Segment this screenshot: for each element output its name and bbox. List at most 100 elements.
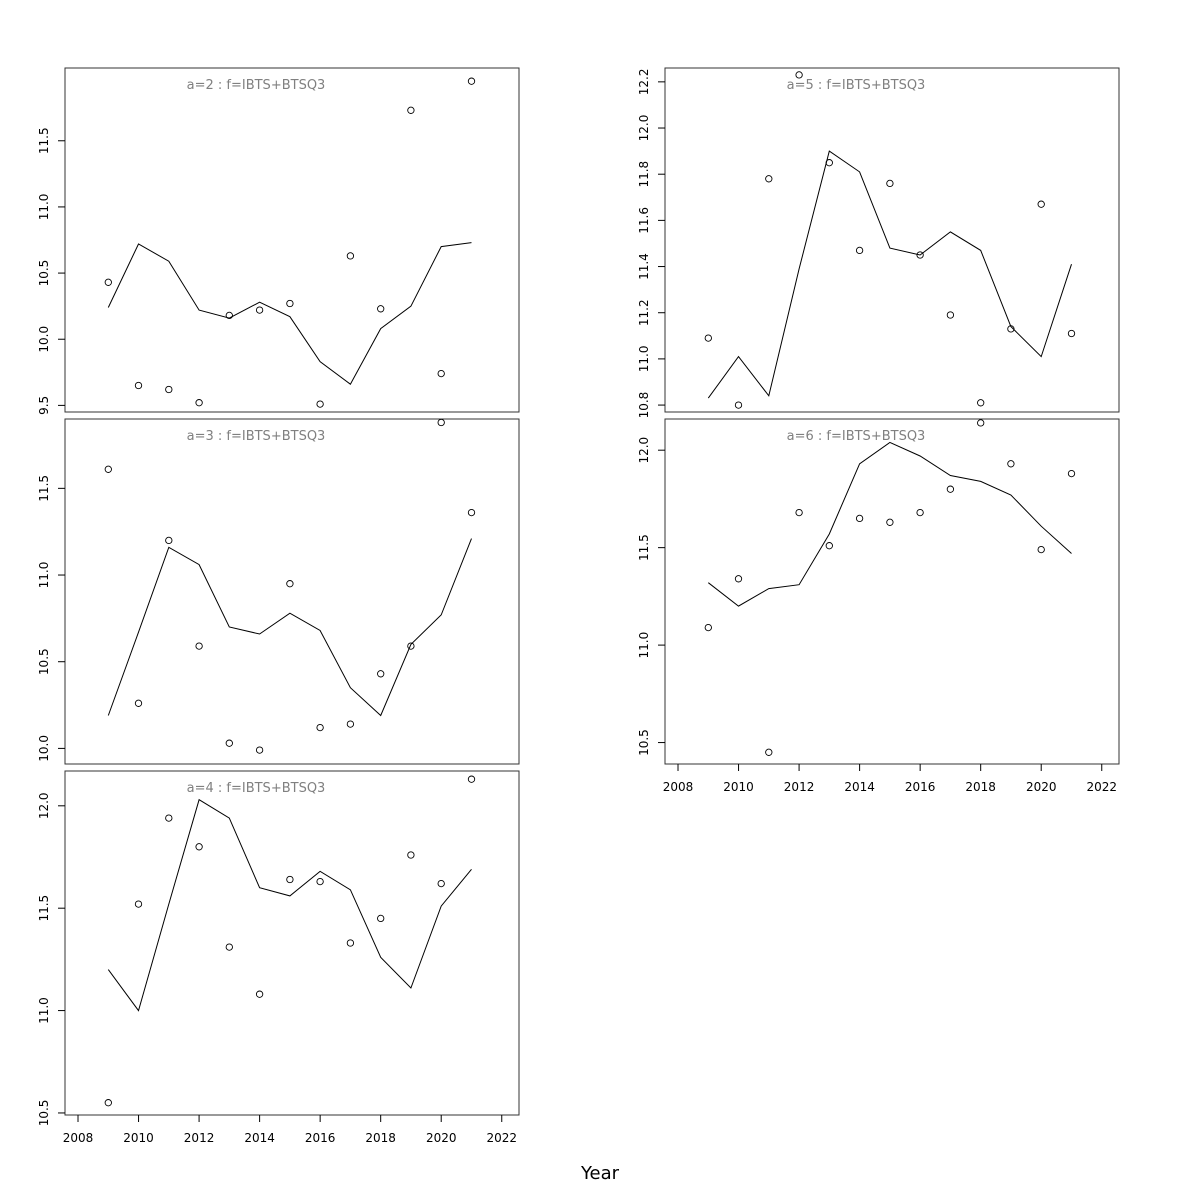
panel-frame [64, 67, 520, 413]
observed-point [1037, 200, 1045, 208]
observed-point [704, 334, 712, 342]
fitted-line [707, 150, 1072, 399]
x-tick-label: 2018 [365, 1131, 396, 1145]
y-tick-label: 11.5 [37, 475, 51, 502]
panel-frame [64, 418, 520, 765]
observed-point [1067, 469, 1076, 478]
y-tick-label: 12.0 [37, 792, 51, 819]
observed-point [916, 251, 924, 259]
observed-point [795, 508, 803, 517]
y-tick-label: 11.2 [637, 299, 651, 326]
fitted-line [107, 538, 472, 717]
observed-point [855, 246, 864, 255]
x-axis-title: Year [580, 1163, 620, 1184]
observed-point [225, 943, 233, 951]
y-tick-label: 11.6 [637, 207, 651, 234]
observed-point [734, 575, 743, 583]
observed-point [1007, 460, 1015, 468]
observed-point [886, 179, 894, 188]
y-tick-label: 10.5 [37, 648, 51, 675]
observed-point [165, 814, 173, 822]
chart-panel: a=3 : f=IBTS+BTSQ3 10.0 10.5 11.0 11.5 [37, 418, 520, 765]
observed-point [346, 939, 355, 947]
fitted-line [707, 441, 1072, 607]
observed-point [316, 877, 324, 886]
observed-point [437, 418, 445, 427]
observed-point [765, 748, 773, 756]
y-tick-label: 10.0 [37, 326, 51, 353]
observed-point [225, 739, 233, 747]
x-tick-label: 2008 [63, 1131, 94, 1145]
panel-title: a=5 : f=IBTS+BTSQ3 [787, 78, 926, 93]
observed-point [377, 670, 385, 678]
y-tick-label: 11.8 [637, 161, 651, 188]
observed-point [704, 623, 712, 632]
x-tick-label: 2022 [1086, 780, 1117, 794]
observed-point [825, 159, 833, 167]
panel-title: a=6 : f=IBTS+BTSQ3 [787, 429, 926, 444]
x-tick-label: 2014 [844, 780, 875, 794]
observed-point [855, 514, 864, 523]
observed-point [104, 278, 112, 286]
observed-point [765, 175, 773, 183]
observed-point [225, 311, 233, 320]
observed-point [886, 518, 894, 526]
x-tick-label: 2020 [1026, 780, 1057, 794]
y-tick-label: 10.5 [637, 729, 651, 756]
observed-point [346, 252, 355, 260]
observed-point [316, 400, 324, 408]
y-tick-label: 9.5 [37, 396, 51, 415]
observed-point [795, 71, 803, 79]
y-tick-label: 11.0 [637, 346, 651, 373]
y-tick-label: 11.0 [37, 997, 51, 1024]
observed-point [165, 385, 173, 394]
observed-point [1037, 545, 1045, 554]
observed-point [104, 1099, 112, 1107]
observed-point [407, 851, 415, 859]
y-tick-label: 11.0 [637, 632, 651, 659]
y-tick-label: 11.5 [37, 127, 51, 154]
panel-frame [664, 418, 1120, 765]
observed-point [255, 746, 264, 754]
x-tick-label: 2022 [486, 1131, 517, 1145]
panel-title: a=2 : f=IBTS+BTSQ3 [187, 78, 326, 93]
observed-point [734, 401, 743, 409]
y-tick-label: 11.0 [37, 194, 51, 221]
observed-point [407, 106, 415, 114]
panel-frame [64, 770, 520, 1116]
observed-point [977, 399, 985, 407]
observed-point [134, 699, 143, 707]
observed-point [104, 465, 112, 473]
observed-point [916, 508, 924, 517]
x-tick-label: 2008 [663, 780, 694, 794]
fitted-line [107, 242, 472, 385]
y-tick-label: 10.5 [37, 1100, 51, 1127]
observed-point [977, 419, 985, 427]
chart-panel: a=4 : f=IBTS+BTSQ3 10.5 11.0 11.5 12.0 2008 20… [37, 770, 520, 1145]
x-tick-label: 2020 [426, 1131, 457, 1145]
observed-point [255, 990, 264, 998]
chart-panel: a=5 : f=IBTS+BTSQ3 10.8 11.0 11.2 11.4 11.6 11… [637, 67, 1120, 419]
x-tick-label: 2010 [123, 1131, 154, 1145]
y-tick-label: 10.5 [37, 260, 51, 287]
observed-point [467, 775, 476, 783]
observed-point [1067, 329, 1076, 338]
observed-point [377, 305, 385, 313]
y-tick-label: 12.0 [637, 437, 651, 464]
observed-point [286, 299, 294, 308]
y-tick-label: 10.0 [37, 735, 51, 762]
panel-title: a=3 : f=IBTS+BTSQ3 [187, 429, 326, 444]
y-tick-label: 11.5 [37, 895, 51, 922]
observed-point [286, 580, 294, 588]
observed-point [286, 875, 294, 884]
observed-point [377, 914, 385, 923]
y-tick-label: 10.8 [637, 392, 651, 419]
y-tick-label: 12.2 [637, 68, 651, 95]
observed-point [134, 381, 143, 390]
observed-point [946, 311, 955, 319]
observed-point [407, 642, 415, 650]
x-tick-label: 2014 [244, 1131, 275, 1145]
y-tick-label: 11.4 [637, 253, 651, 280]
